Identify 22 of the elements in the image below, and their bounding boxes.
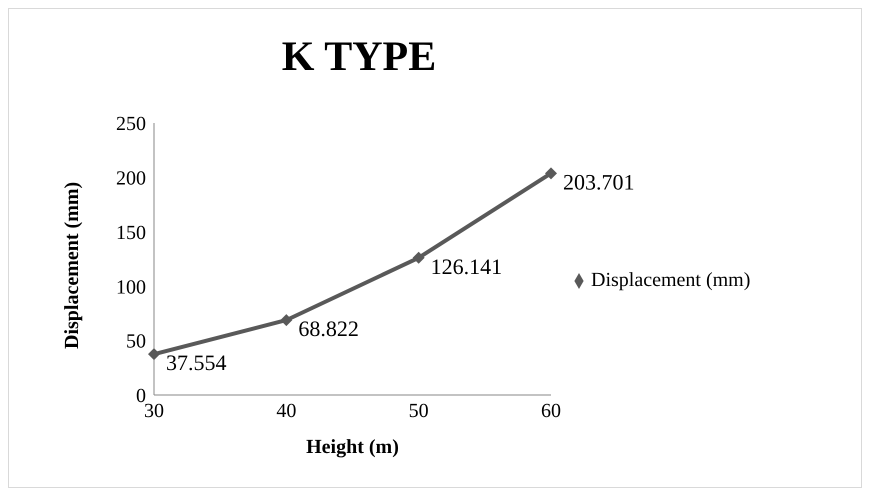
point xyxy=(412,252,425,264)
data-label: 68.822 xyxy=(298,316,359,342)
point xyxy=(148,348,160,360)
y-tick-label: 250 xyxy=(116,113,146,136)
point xyxy=(280,314,292,326)
x-tick-label: 30 xyxy=(144,400,164,422)
x-axis-title: Height (m) xyxy=(306,436,399,458)
y-tick-label: 0 xyxy=(136,385,146,408)
chart-title: K TYPE xyxy=(282,34,436,80)
data-label: 126.141 xyxy=(430,254,502,279)
data-label: 37.554 xyxy=(166,350,226,376)
data-label: 203.701 xyxy=(563,169,634,194)
y-tick-label: 50 xyxy=(126,330,146,353)
y-tick-label: 200 xyxy=(116,168,146,190)
x-tick-label: 50 xyxy=(408,400,429,422)
x-tick-label: 40 xyxy=(276,400,296,422)
y-tick-label: 150 xyxy=(116,222,146,244)
x-tick-label: 60 xyxy=(541,400,561,422)
y-axis-title: Displacement (mm) xyxy=(61,182,84,349)
point xyxy=(545,167,557,180)
y-tick-label: 100 xyxy=(116,276,146,298)
legend-label: Displacement (mm) xyxy=(591,268,750,290)
